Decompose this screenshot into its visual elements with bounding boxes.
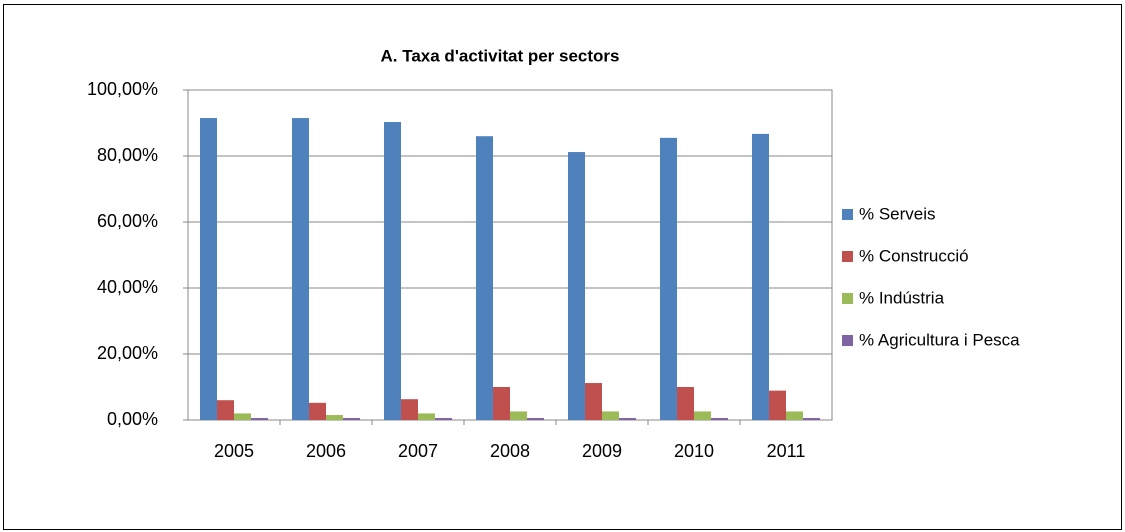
- legend-label: % Construcció: [859, 246, 969, 265]
- y-tick-label: 100,00%: [87, 79, 158, 99]
- y-tick-label: 20,00%: [97, 343, 158, 363]
- x-tick-label: 2010: [674, 441, 714, 461]
- legend-swatch: [842, 251, 853, 262]
- bar: [769, 390, 786, 420]
- bar: [343, 418, 360, 420]
- x-tick-label: 2011: [767, 441, 806, 461]
- y-tick-label: 60,00%: [97, 211, 158, 231]
- bar: [418, 413, 435, 420]
- bar: [510, 411, 527, 420]
- bar: [234, 413, 251, 420]
- bar: [326, 415, 343, 420]
- plot-area: [187, 89, 833, 421]
- y-tick-label: 40,00%: [97, 277, 158, 297]
- x-tick-label: 2007: [398, 441, 438, 461]
- bar: [476, 136, 493, 420]
- legend-swatch: [842, 209, 853, 220]
- legend-label: % Serveis: [859, 204, 936, 223]
- x-tick-label: 2006: [306, 441, 346, 461]
- bar: [585, 383, 602, 420]
- bar: [711, 418, 728, 420]
- legend-swatch: [842, 335, 853, 346]
- bar: [752, 133, 769, 420]
- y-tick-label: 0,00%: [107, 409, 158, 429]
- bar: [527, 418, 544, 420]
- bar: [602, 411, 619, 420]
- bar: [660, 137, 677, 420]
- bar: [292, 118, 309, 421]
- bar: [568, 152, 585, 421]
- x-tick-label: 2009: [582, 441, 622, 461]
- bar: [786, 411, 803, 420]
- legend-swatch: [842, 293, 853, 304]
- bar: [217, 400, 234, 420]
- bar: [384, 122, 401, 420]
- bar: [401, 399, 418, 420]
- legend-label: % Indústria: [859, 288, 945, 307]
- bar: [694, 411, 711, 420]
- x-tick-label: 2005: [214, 441, 254, 461]
- chart-title: A. Taxa d'activitat per sectors: [381, 46, 620, 65]
- legend-label: % Agricultura i Pesca: [859, 330, 1020, 349]
- x-tick-label: 2008: [490, 441, 530, 461]
- bar: [435, 418, 452, 420]
- bar: [251, 418, 268, 420]
- y-tick-label: 80,00%: [97, 145, 158, 165]
- bar: [309, 402, 326, 420]
- bar: [677, 387, 694, 420]
- bar: [803, 418, 820, 420]
- bar: [493, 387, 510, 420]
- bar: [200, 118, 217, 421]
- bar: [619, 418, 636, 420]
